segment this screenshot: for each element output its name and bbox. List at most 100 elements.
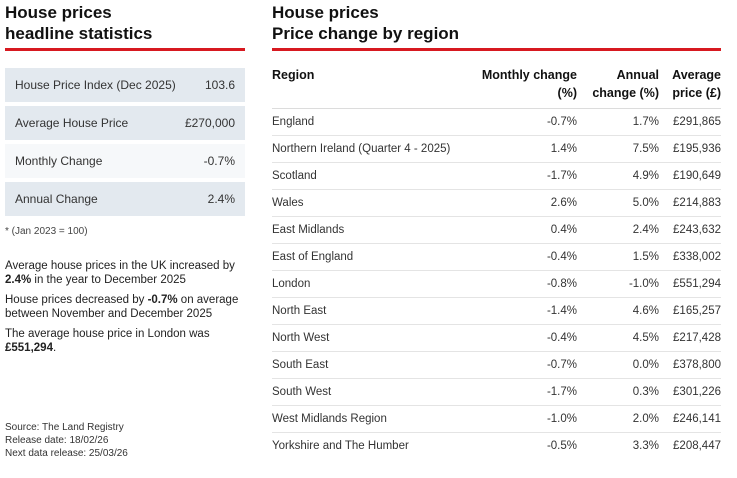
region-cell: East Midlands <box>272 216 452 244</box>
annual-change-cell: 0.0% <box>577 351 659 379</box>
table-row: North East -1.4% 4.6% £165,257 <box>272 297 721 325</box>
monthly-change-cell: -0.4% <box>452 324 577 352</box>
annual-change-cell: 4.9% <box>577 162 659 190</box>
average-price-cell: £301,226 <box>659 378 721 406</box>
stat-value: -0.7% <box>203 154 235 168</box>
monthly-change-cell: 0.4% <box>452 216 577 244</box>
average-price-cell: £165,257 <box>659 297 721 325</box>
monthly-change-cell: -0.7% <box>452 108 577 136</box>
region-cell: East of England <box>272 243 452 271</box>
stat-value: 103.6 <box>204 78 235 92</box>
stat-row-average-price: Average House Price £270,000 <box>5 106 245 140</box>
monthly-change-cell: 1.4% <box>452 135 577 163</box>
table-row: Wales 2.6% 5.0% £214,883 <box>272 189 721 217</box>
stat-label: House Price Index (Dec 2025) <box>15 78 176 92</box>
table-header-row: Region Monthly change (%) Annual change (%… <box>272 66 721 109</box>
stat-label: Monthly Change <box>15 154 103 168</box>
region-cell: North West <box>272 324 452 352</box>
average-price-cell: £378,800 <box>659 351 721 379</box>
release-date: Release date: 18/02/26 <box>5 435 109 446</box>
average-price-cell: £190,649 <box>659 162 721 190</box>
table-row: Scotland -1.7% 4.9% £190,649 <box>272 162 721 190</box>
region-cell: Yorkshire and The Humber <box>272 440 409 452</box>
table-row: East Midlands 0.4% 2.4% £243,632 <box>272 216 721 244</box>
stat-row-annual-change: Annual Change 2.4% <box>5 182 245 216</box>
annual-change-cell: 4.5% <box>577 324 659 352</box>
headline-statistics-panel: House prices headline statistics House P… <box>5 0 245 361</box>
annual-change-cell: 2.4% <box>577 216 659 244</box>
average-price-cell: £551,294 <box>659 270 721 298</box>
region-cell: Scotland <box>272 162 452 190</box>
monthly-change-cell: -1.0% <box>452 405 577 433</box>
col-region: Region <box>272 66 452 109</box>
monthly-change-cell: -1.4% <box>452 297 577 325</box>
region-cell: South East <box>272 351 452 379</box>
stat-value: 2.4% <box>207 192 235 206</box>
monthly-change-cell: 2.6% <box>452 189 577 217</box>
annual-change-cell: 5.0% <box>577 189 659 217</box>
region-cell: Wales <box>272 189 452 217</box>
stat-row-monthly-change: Monthly Change -0.7% <box>5 144 245 178</box>
region-table-body: England -0.7% 1.7% £291,865 Northern Ireland… <box>272 108 721 460</box>
stats-list: House Price Index (Dec 2025) 103.6 Avera… <box>5 68 245 216</box>
summary-annual: Average house prices in the UK increased… <box>5 260 235 286</box>
annual-change-cell: 1.7% <box>577 108 659 136</box>
headline-heading-line1: House prices <box>5 3 112 22</box>
index-base-note: * (Jan 2023 = 100) <box>5 226 88 237</box>
monthly-change-cell: -0.4% <box>452 243 577 271</box>
average-price-cell: £217,428 <box>659 324 721 352</box>
table-row: Northern Ireland (Quarter 4 - 2025) 1.4% 7… <box>272 135 721 163</box>
region-cell: West Midlands Region <box>272 405 452 433</box>
average-price-cell: £243,632 <box>659 216 721 244</box>
annual-change-cell: 2.0% <box>577 405 659 433</box>
average-price-cell: £195,936 <box>659 135 721 163</box>
average-price-cell: £208,447 <box>673 440 721 452</box>
region-cell: London <box>272 270 452 298</box>
annual-change-cell: 1.5% <box>577 243 659 271</box>
summary-london: The average house price in London was £5… <box>5 328 210 354</box>
region-cell: North East <box>272 297 452 325</box>
source-line: Source: The Land Registry <box>5 422 124 433</box>
stat-label: Average House Price <box>15 116 129 130</box>
region-heading: House prices Price change by region <box>272 0 721 44</box>
annual-change-cell: 3.3% <box>632 440 659 452</box>
monthly-change-cell: -0.8% <box>452 270 577 298</box>
annual-change-cell: 0.3% <box>577 378 659 406</box>
summary-text: Average house prices in the UK increased… <box>5 259 245 355</box>
region-heading-line2: Price change by region <box>272 24 460 43</box>
region-cell: England <box>272 108 452 136</box>
headline-heading-line2: headline statistics <box>5 24 153 43</box>
stat-label: Annual Change <box>15 192 98 206</box>
col-average-price: Average price (£) <box>659 66 721 109</box>
region-heading-underline <box>272 48 721 51</box>
table-row: South West -1.7% 0.3% £301,226 <box>272 378 721 406</box>
annual-change-cell: 7.5% <box>577 135 659 163</box>
stat-row-hpi: House Price Index (Dec 2025) 103.6 <box>5 68 245 102</box>
stat-value: £270,000 <box>184 116 235 130</box>
average-price-cell: £246,141 <box>659 405 721 433</box>
region-heading-line1: House prices <box>272 3 379 22</box>
annual-change-cell: -1.0% <box>577 270 659 298</box>
table-row: East of England -0.4% 1.5% £338,002 <box>272 243 721 271</box>
annual-change-cell: 4.6% <box>577 297 659 325</box>
headline-heading-underline <box>5 48 245 51</box>
monthly-change-cell: -1.7% <box>452 378 577 406</box>
average-price-cell: £214,883 <box>659 189 721 217</box>
table-row: West Midlands Region -1.0% 2.0% £246,141 <box>272 405 721 433</box>
summary-monthly: House prices decreased by -0.7% on avera… <box>5 294 239 320</box>
headline-heading: House prices headline statistics <box>5 0 245 44</box>
col-monthly-change: Monthly change (%) <box>452 66 577 109</box>
table-row: London -0.8% -1.0% £551,294 <box>272 270 721 298</box>
table-row: North West -0.4% 4.5% £217,428 <box>272 324 721 352</box>
monthly-change-cell: -0.7% <box>452 351 577 379</box>
region-cell: South West <box>272 378 452 406</box>
table-row: England -0.7% 1.7% £291,865 <box>272 108 721 136</box>
average-price-cell: £291,865 <box>659 108 721 136</box>
next-release: Next data release: 25/03/26 <box>5 448 128 459</box>
source-info: Source: The Land Registry Release date: … <box>5 421 128 460</box>
region-cell: Northern Ireland (Quarter 4 - 2025) <box>272 135 452 163</box>
table-row: Yorkshire and The Humber -0.5% 3.3% £208,44… <box>272 433 721 460</box>
col-annual-change: Annual change (%) <box>577 66 659 109</box>
region-table: Region Monthly change (%) Annual change (%… <box>272 66 721 459</box>
monthly-change-cell: -1.7% <box>452 162 577 190</box>
